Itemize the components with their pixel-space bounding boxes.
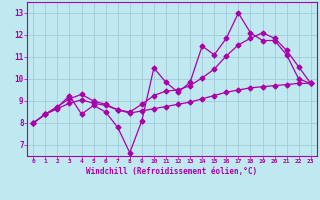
X-axis label: Windchill (Refroidissement éolien,°C): Windchill (Refroidissement éolien,°C) <box>86 167 258 176</box>
